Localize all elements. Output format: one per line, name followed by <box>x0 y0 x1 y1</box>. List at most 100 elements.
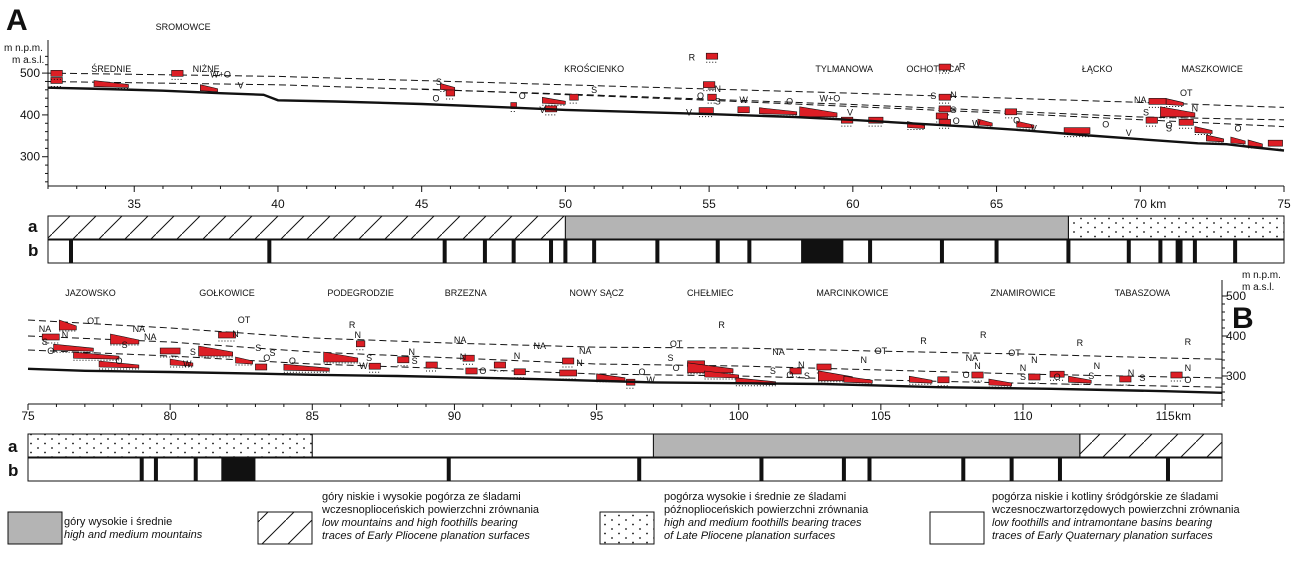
knickpoint-mark <box>267 240 272 263</box>
terrace-code: S <box>1088 371 1094 381</box>
zone-segment <box>1067 215 1285 240</box>
knickpoint-mark <box>1192 240 1197 263</box>
terrace-mark <box>235 356 253 365</box>
place-name: MARCINKOWICE <box>816 288 888 298</box>
terrace-code: O <box>289 356 296 366</box>
panel-b-letter: B <box>1232 302 1254 335</box>
terrace-mark <box>707 93 717 101</box>
terrace-code: O <box>1235 124 1242 134</box>
knickpoint-mark <box>1175 240 1180 263</box>
terrace-code: O <box>1054 372 1061 382</box>
terrace-code: OT <box>1008 348 1021 358</box>
terrace-code: N <box>514 351 521 361</box>
panel-b-river-profile <box>27 367 1223 394</box>
knickpoint-mark <box>637 458 642 481</box>
place-name: ŚREDNIE <box>91 63 131 74</box>
terrace-code: V <box>1126 128 1132 138</box>
terrace-code: S <box>804 371 810 381</box>
strip-b-label-b: b <box>8 461 18 480</box>
terrace-mark <box>569 93 579 101</box>
elevation-tick-label: 500 <box>1226 289 1246 303</box>
terrace-code: N <box>974 361 981 371</box>
km-tick-label: 100 <box>729 409 749 423</box>
terrace-code: S <box>1143 108 1149 118</box>
terrace-code: W+O <box>819 94 840 104</box>
knickpoint-mark <box>1178 240 1183 263</box>
terrace-code: S <box>255 343 261 353</box>
knickpoint-mark <box>715 240 720 263</box>
terrace-mark <box>1160 106 1196 118</box>
river-longitudinal-profile <box>27 367 1223 394</box>
terrace-mark <box>935 112 948 120</box>
terrace-code: O <box>1013 115 1020 125</box>
terrace-code: N <box>1020 363 1027 373</box>
terrace-mark <box>323 351 359 363</box>
terrace-mark <box>977 118 993 127</box>
terrace-mark <box>559 369 577 377</box>
knickpoint-mark <box>759 458 764 481</box>
terrace-mark <box>356 340 366 348</box>
marks-strip-frame <box>27 457 1223 482</box>
legend-text-pl-1: pogórza niskie i kotliny śródgórskie ze … <box>992 491 1218 503</box>
terrace-code: S <box>667 353 673 363</box>
panel-b-terraces <box>41 319 1183 389</box>
terrace-code: V <box>847 108 853 118</box>
terrace-code: OT <box>1180 88 1193 98</box>
km-tick-label: 50 <box>559 197 573 211</box>
strip-a-marks <box>47 239 1285 264</box>
legend-text-pl-2: wczesnoplioceńskich powierzchni zrównani… <box>321 504 540 516</box>
strip-a-zones <box>47 215 1285 240</box>
terrace-mark <box>58 319 77 331</box>
knickpoint-mark <box>961 458 966 481</box>
km-tick-label: 105 <box>871 409 891 423</box>
knickpoint-mark <box>1233 240 1238 263</box>
km-tick-label: 70 <box>1134 197 1148 211</box>
terrace-code: N <box>798 360 805 370</box>
terrace-code: OT <box>670 339 683 349</box>
km-tick-label: 80 <box>163 409 177 423</box>
terrace-mark <box>799 106 838 118</box>
legend-item-early-pliocene: góry niskie i wysokie pogórza ze śladami… <box>257 491 540 545</box>
terrace-code: R <box>1185 337 1192 347</box>
panel-a-river-profile <box>47 86 1285 152</box>
km-tick-label: 35 <box>128 197 142 211</box>
knickpoint-mark <box>867 458 872 481</box>
terrace-mark <box>1016 120 1035 129</box>
knickpoint-mark <box>939 240 944 263</box>
panel-a-letter: A <box>6 4 28 37</box>
knickpoint-mark <box>841 458 846 481</box>
legend-text-pl: góry wysokie i średnie <box>64 516 172 528</box>
place-name: ŁĄCKO <box>1082 64 1113 74</box>
terrace-code: N <box>1185 363 1192 373</box>
terrace-mark <box>737 106 750 114</box>
terrace-mark <box>53 343 94 352</box>
knickpoint-mark <box>1066 240 1071 263</box>
strip-b-label-a: a <box>8 437 18 456</box>
terrace-code: S <box>436 77 442 87</box>
planation-surface-line <box>27 349 1223 388</box>
profile-panel-a: A m n.p.m. m a.s.l. 500 400 300 35 40 45 50 55 6… <box>4 4 1291 211</box>
terrace-mark <box>698 107 714 114</box>
legend: góry wysokie i średnie high and medium m… <box>7 491 1240 545</box>
knickpoint-mark <box>1158 240 1163 263</box>
panel-a-axes: 500 400 300 35 40 45 50 55 60 65 70 75 <box>20 40 1291 211</box>
elevation-tick-label: 300 <box>20 150 40 164</box>
strip-a-label-b: b <box>28 241 38 260</box>
terrace-code: S <box>412 356 418 366</box>
knickpoint-mark <box>655 240 660 263</box>
terrace-code: NA <box>533 341 546 351</box>
strip-b-bottom: a b <box>8 433 1223 482</box>
legend-text-en-1: high and medium foothills bearing traces <box>664 517 862 529</box>
terrace-mark <box>843 375 873 384</box>
terrace-code: N <box>409 347 416 357</box>
terrace-mark <box>1170 371 1183 379</box>
terrace-code: O <box>519 91 526 101</box>
panel-b-axes: 500 400 300 75 80 85 90 95 100 105 110 115 <box>21 280 1246 423</box>
terrace-code: N <box>355 330 362 340</box>
terrace-mark <box>1178 118 1194 126</box>
strip-a-label-a: a <box>28 217 38 236</box>
panel-a-place-names: SROMOWCE ŚREDNIE NIŻNE KROŚCIENKO TYLMANOWA O… <box>91 22 1243 74</box>
elevation-tick-label: 400 <box>20 108 40 122</box>
terrace-mark <box>50 77 63 84</box>
